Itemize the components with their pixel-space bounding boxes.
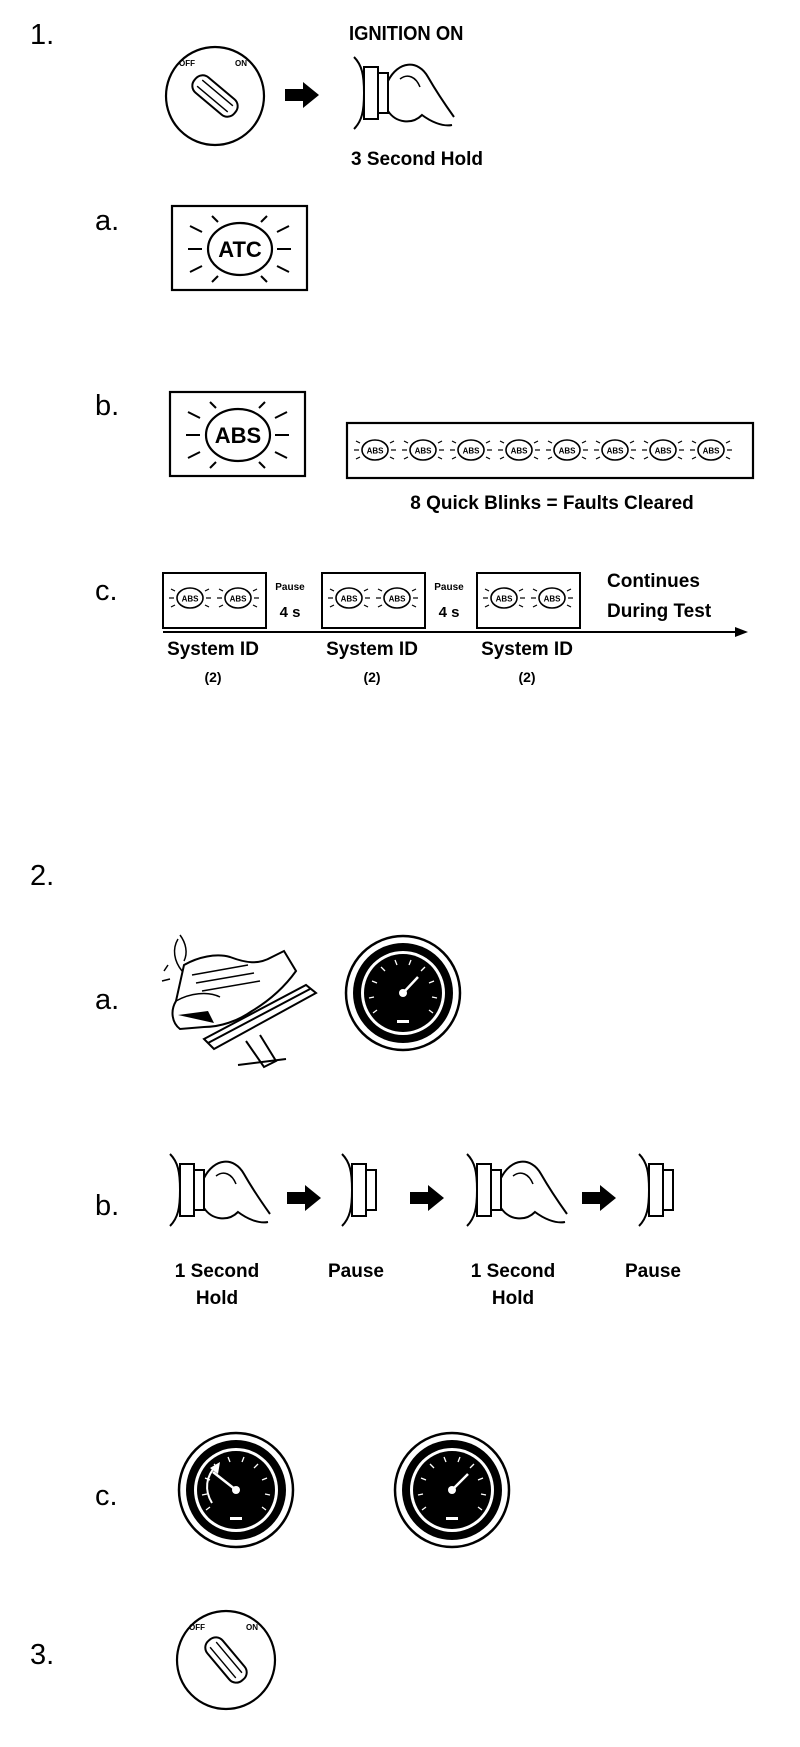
button-step-caption-line2: Hold <box>492 1288 534 1309</box>
needle-sweep-arrowhead <box>210 1462 220 1474</box>
push-button-finger-icon <box>353 56 455 130</box>
brake-pedal-foot-icon <box>161 934 318 1069</box>
quick-blinks-strip <box>345 421 755 480</box>
pause-time-label: 4 s <box>280 604 301 621</box>
button-step-caption: 1 Second <box>471 1261 555 1282</box>
hold-label: 3 Second Hold <box>351 149 483 170</box>
switch-off-label: OFF <box>179 59 195 68</box>
pause-time-label: 4 s <box>439 604 460 621</box>
continues-label-1: Continues <box>607 571 700 592</box>
arrow-icon <box>582 1185 616 1211</box>
arrow-icon <box>287 1185 321 1211</box>
push-button-icon <box>341 1153 377 1227</box>
step-1a-letter: a. <box>95 205 119 237</box>
system-id-count: (2) <box>204 669 221 685</box>
switch-on-label: ON <box>235 59 247 68</box>
atc-lamp-text: ATC <box>218 237 262 262</box>
switch-off-label: OFF <box>189 1623 205 1632</box>
atc-lamp-icon: ATC <box>170 204 309 292</box>
system-id-count: (2) <box>518 669 535 685</box>
arrow-icon <box>285 82 319 108</box>
pause-label: Pause <box>434 582 464 593</box>
step-1b-letter: b. <box>95 390 119 422</box>
system-id-group: System ID (2) <box>321 572 426 685</box>
step-2-number: 2. <box>30 860 54 892</box>
speedometer-needle <box>451 1473 469 1491</box>
step-1-number: 1. <box>30 19 54 51</box>
arrow-icon <box>410 1185 444 1211</box>
timeline-arrowhead <box>735 627 748 637</box>
system-id-group: System ID (2) <box>162 572 267 685</box>
step-2c-letter: c. <box>95 1480 118 1512</box>
system-id-timeline: System ID (2) Pause 4 s System ID (2) Pause 4 s… <box>162 571 748 685</box>
system-id-count: (2) <box>363 669 380 685</box>
abs-lamp-icon: ABS <box>168 390 307 478</box>
step-2a-letter: a. <box>95 984 119 1016</box>
faults-cleared-caption: 8 Quick Blinks = Faults Cleared <box>410 493 694 514</box>
push-button-icon <box>638 1153 674 1227</box>
ignition-switch-icon: OFF ON <box>164 45 266 147</box>
button-step-caption: Pause <box>625 1261 681 1282</box>
push-button-finger-icon <box>466 1153 568 1227</box>
continues-label-2: During Test <box>607 601 712 622</box>
abs-lamp-text: ABS <box>215 423 261 448</box>
ignition-switch-off-icon: OFF ON <box>175 1609 277 1711</box>
step-2b-letter: b. <box>95 1190 119 1222</box>
system-id-label: System ID <box>481 639 573 660</box>
switch-on-label: ON <box>246 1623 258 1632</box>
speedometer-needle <box>212 1471 237 1491</box>
step-1c-letter: c. <box>95 575 118 607</box>
system-id-label: System ID <box>167 639 259 660</box>
button-step-caption: 1 Second <box>175 1261 259 1282</box>
ignition-on-label: IGNITION ON <box>349 23 463 45</box>
pause-label: Pause <box>275 582 305 593</box>
speedometer-needle <box>402 976 419 994</box>
button-step-caption: Pause <box>328 1261 384 1282</box>
system-id-group: System ID (2) <box>476 572 581 685</box>
system-id-label: System ID <box>326 639 418 660</box>
push-button-finger-icon <box>169 1153 271 1227</box>
button-step-caption-line2: Hold <box>196 1288 238 1309</box>
step-3-number: 3. <box>30 1639 54 1671</box>
